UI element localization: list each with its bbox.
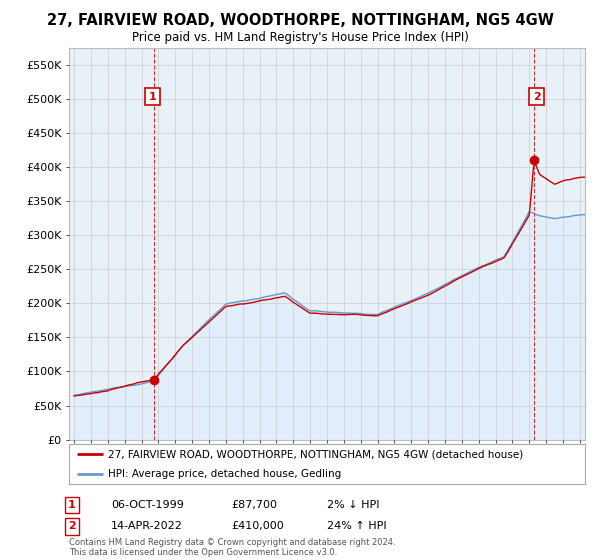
Text: HPI: Average price, detached house, Gedling: HPI: Average price, detached house, Gedl… (108, 469, 341, 479)
Text: 14-APR-2022: 14-APR-2022 (111, 521, 183, 531)
Text: 27, FAIRVIEW ROAD, WOODTHORPE, NOTTINGHAM, NG5 4GW (detached house): 27, FAIRVIEW ROAD, WOODTHORPE, NOTTINGHA… (108, 449, 523, 459)
Text: 24% ↑ HPI: 24% ↑ HPI (327, 521, 386, 531)
Text: 2: 2 (533, 92, 541, 101)
Text: 27, FAIRVIEW ROAD, WOODTHORPE, NOTTINGHAM, NG5 4GW: 27, FAIRVIEW ROAD, WOODTHORPE, NOTTINGHA… (47, 13, 553, 28)
Text: 2: 2 (68, 521, 76, 531)
Text: £410,000: £410,000 (231, 521, 284, 531)
Text: 1: 1 (68, 500, 76, 510)
Text: 1: 1 (149, 92, 157, 101)
Text: 06-OCT-1999: 06-OCT-1999 (111, 500, 184, 510)
Text: Contains HM Land Registry data © Crown copyright and database right 2024.
This d: Contains HM Land Registry data © Crown c… (69, 538, 395, 557)
Text: Price paid vs. HM Land Registry's House Price Index (HPI): Price paid vs. HM Land Registry's House … (131, 31, 469, 44)
Text: 2% ↓ HPI: 2% ↓ HPI (327, 500, 380, 510)
Text: £87,700: £87,700 (231, 500, 277, 510)
